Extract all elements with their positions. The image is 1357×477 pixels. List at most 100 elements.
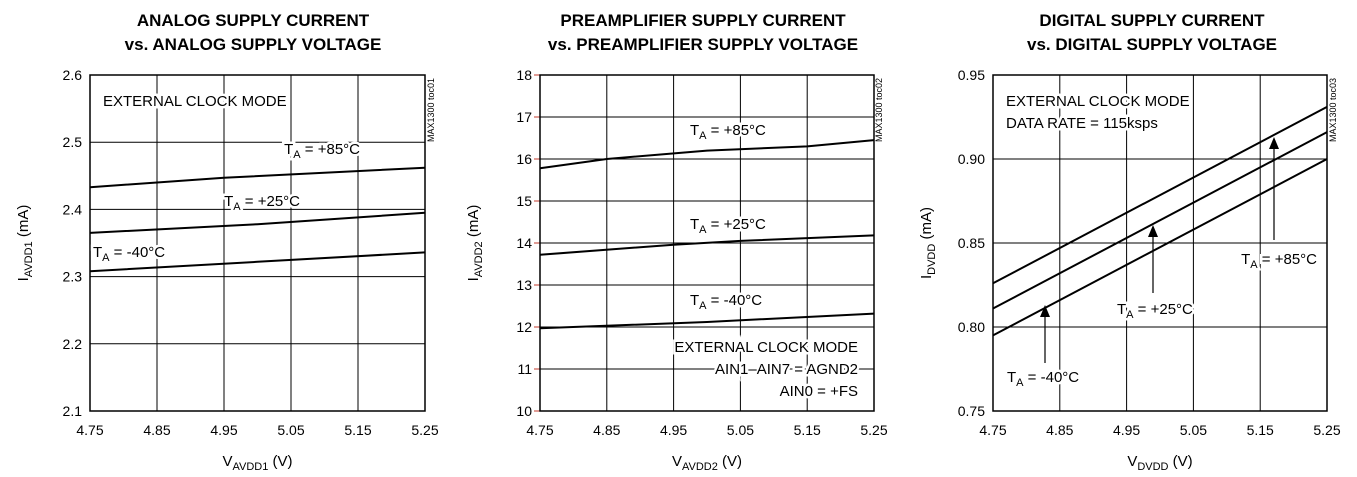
series-label-sub: A: [233, 201, 241, 213]
x-axis-label-sub: DVDD: [1137, 461, 1168, 473]
chart-panel-1: ANALOG SUPPLY CURRENT vs. ANALOG SUPPLY V…: [15, 11, 439, 473]
x-tick-label: 4.85: [593, 422, 620, 438]
y-tick-label: 18: [516, 67, 532, 83]
chart-id-tag: MAX1300 toc02: [874, 78, 884, 142]
chart-note: AIN1–AIN7 = AGND2: [715, 361, 858, 378]
x-tick-label: 5.25: [411, 422, 438, 438]
series-label-main: T: [284, 141, 293, 158]
x-axis-label-rest: (V): [1169, 453, 1193, 470]
y-tick-label: 17: [516, 109, 532, 125]
x-tick-label: 5.15: [344, 422, 371, 438]
series-label-main: T: [224, 193, 233, 210]
series-label-sub: A: [699, 300, 707, 312]
series-label-sub: A: [293, 149, 301, 161]
series-line-3: [992, 158, 1328, 337]
y-tick-label: 2.5: [63, 134, 83, 150]
series-label-main: T: [690, 216, 699, 233]
x-axis-label: VAVDD1 (V): [222, 453, 292, 473]
series-label-rest: = -40°C: [707, 292, 763, 309]
series-label-main: T: [1117, 301, 1126, 318]
series-label-main: T: [93, 244, 102, 261]
y-axis-label: IAVDD2 (mA): [465, 205, 485, 282]
chart-panel-2: PREAMPLIFIER SUPPLY CURRENT vs. PREAMPLIF…: [465, 11, 888, 473]
y-axis-label-sub: DVDD: [926, 244, 938, 275]
series-line-3: [539, 312, 875, 330]
y-tick-label: 16: [516, 151, 532, 167]
plot-frame: [539, 74, 875, 412]
pointer-arrow-head: [1269, 137, 1279, 149]
series-label-rest: = +25°C: [707, 216, 767, 233]
y-tick-label: 14: [516, 235, 532, 251]
y-axis-label-main: I: [465, 277, 482, 281]
x-axis-label-sub: AVDD2: [682, 461, 718, 473]
y-tick-label: 0.80: [958, 319, 985, 335]
chart-note: DATA RATE = 115ksps: [1006, 115, 1158, 132]
chart-note: EXTERNAL CLOCK MODE: [103, 93, 287, 110]
y-axis-label-main: I: [15, 277, 32, 281]
series-label-rest: = -40°C: [1024, 369, 1080, 386]
chart-note: EXTERNAL CLOCK MODE: [1006, 93, 1190, 110]
y-tick-label: 2.2: [63, 336, 83, 352]
y-axis-label: IAVDD1 (mA): [15, 205, 35, 282]
x-tick-label: 4.85: [143, 422, 170, 438]
x-axis-label-rest: (V): [268, 453, 292, 470]
chart-id-tag: MAX1300 toc01: [426, 78, 436, 142]
chart-panel-3: DIGITAL SUPPLY CURRENT vs. DIGITAL SUPPLY…: [918, 11, 1341, 473]
y-tick-label: 10: [516, 403, 532, 419]
series-label-main: T: [690, 122, 699, 139]
series-label-sub: A: [1016, 377, 1024, 389]
pointer-arrow-head: [1040, 305, 1050, 317]
x-tick-label: 4.75: [76, 422, 103, 438]
chart-note: AIN0 = +FS: [780, 383, 858, 400]
plot-frame: [992, 74, 1328, 412]
chart-title-line: vs. DIGITAL SUPPLY VOLTAGE: [1027, 35, 1277, 54]
x-axis-label: VAVDD2 (V): [672, 453, 742, 473]
y-tick-label: 0.90: [958, 151, 985, 167]
series-label-1: TA = +85°C: [690, 122, 766, 142]
x-axis-label-sub: AVDD1: [232, 461, 268, 473]
series-label-sub: A: [1250, 259, 1258, 271]
series-label-sub: A: [699, 224, 707, 236]
y-tick-label: 2.3: [63, 269, 83, 285]
x-tick-label: 5.05: [727, 422, 754, 438]
series-label-1: TA = +85°C: [1241, 251, 1317, 271]
series-label-main: T: [1241, 251, 1250, 268]
chart-title-line: PREAMPLIFIER SUPPLY CURRENT: [560, 11, 846, 30]
y-tick-label: 2.6: [63, 67, 83, 83]
y-tick-label: 11: [517, 361, 532, 377]
series-label-rest: = -40°C: [110, 244, 166, 261]
series-line-3: [89, 251, 426, 273]
y-axis-label-rest: (mA): [465, 205, 482, 242]
y-axis-label-sub: AVDD2: [473, 241, 485, 277]
series-label-sub: A: [1126, 309, 1134, 321]
series-label-sub: A: [699, 130, 707, 142]
y-tick-label: 2.4: [63, 201, 83, 217]
y-tick-label: 0.95: [958, 67, 985, 83]
pointer-arrow-head: [1148, 225, 1158, 237]
x-tick-label: 4.75: [526, 422, 553, 438]
series-line-2: [539, 234, 875, 256]
x-axis-label-rest: (V): [718, 453, 742, 470]
series-label-2: TA = +25°C: [1117, 301, 1193, 321]
x-tick-label: 4.95: [660, 422, 687, 438]
y-axis-label-sub: AVDD1: [23, 241, 35, 277]
chart-note: EXTERNAL CLOCK MODE: [674, 339, 858, 356]
x-tick-label: 4.95: [1113, 422, 1140, 438]
series-line-1: [992, 106, 1328, 285]
y-axis-label-main: I: [918, 275, 935, 279]
y-tick-label: 2.1: [63, 403, 83, 419]
series-line-1: [539, 139, 875, 170]
x-tick-label: 5.15: [1247, 422, 1274, 438]
x-axis-label: VDVDD (V): [1127, 453, 1192, 473]
y-tick-label: 0.75: [958, 403, 985, 419]
x-axis-label-main: V: [222, 453, 232, 470]
series-label-rest: = +85°C: [301, 141, 361, 158]
x-tick-label: 5.25: [860, 422, 887, 438]
chart-title-line: vs. PREAMPLIFIER SUPPLY VOLTAGE: [548, 35, 858, 54]
series-label-1: TA = +85°C: [284, 141, 360, 161]
x-tick-label: 5.05: [1180, 422, 1207, 438]
plot-frame: [89, 74, 426, 412]
series-label-rest: = +25°C: [1134, 301, 1194, 318]
series-label-sub: A: [102, 252, 110, 264]
